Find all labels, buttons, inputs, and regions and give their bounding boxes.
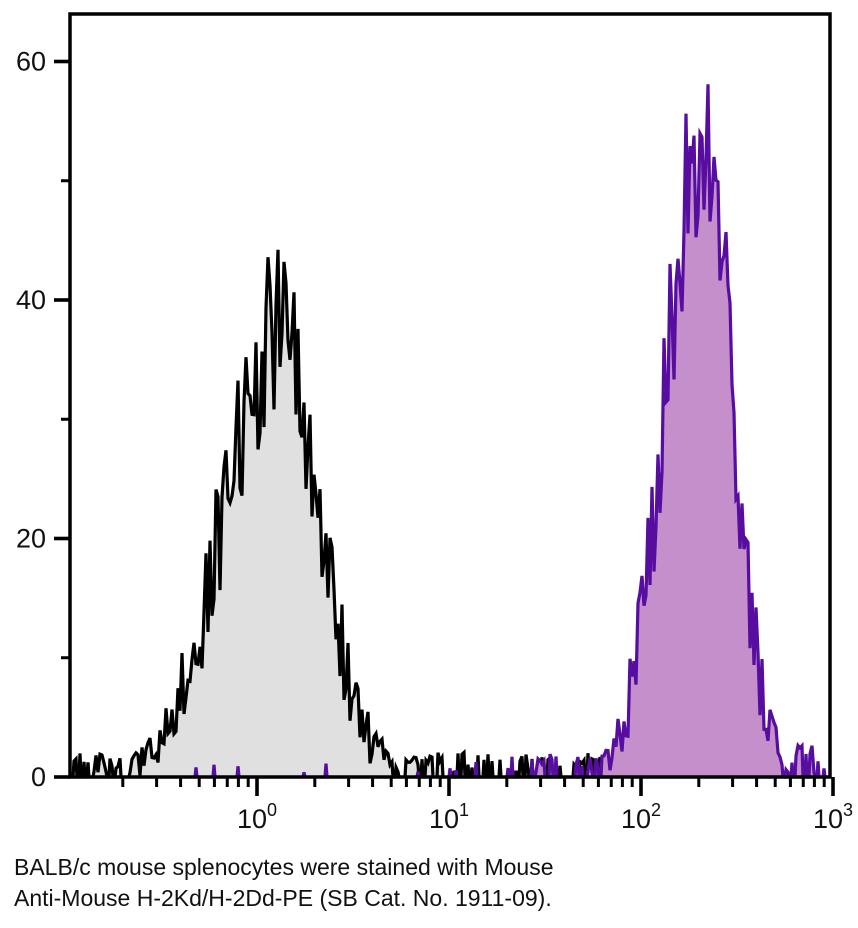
x-axis: 100 101 102 103: [121, 777, 853, 834]
y-tick-label: 20: [16, 524, 46, 554]
y-axis: 0 20 40 60: [16, 47, 70, 792]
y-tick-label: 60: [16, 47, 46, 77]
series-outline-unstained-control: [71, 249, 607, 779]
figure-caption: BALB/c mouse splenocytes were stained wi…: [14, 852, 734, 914]
x-tick-label: 100: [237, 800, 277, 834]
series-unstained-control: [71, 249, 607, 779]
series-fill-unstained-control: [73, 249, 605, 778]
x-tick-label: 101: [429, 800, 469, 834]
y-tick-label: 0: [31, 762, 46, 792]
series-outline-anti-mouse-H-2Kd-H-2Dd-PE: [193, 84, 827, 779]
series-group: [71, 84, 827, 779]
series-anti-mouse-H-2Kd-H-2Dd-PE: [193, 84, 827, 779]
y-tick-label: 40: [16, 285, 46, 315]
caption-line: BALB/c mouse splenocytes were stained wi…: [14, 854, 554, 880]
x-tick-label: 102: [621, 800, 661, 834]
series-fill-anti-mouse-H-2Kd-H-2Dd-PE: [195, 84, 825, 778]
flow-histogram-chart: 100 101 102 103 0 20 40 60: [16, 12, 853, 834]
caption-line: Anti-Mouse H-2Kd/H-2Dd-PE (SB Cat. No. 1…: [14, 885, 552, 911]
x-tick-label: 103: [813, 800, 853, 834]
